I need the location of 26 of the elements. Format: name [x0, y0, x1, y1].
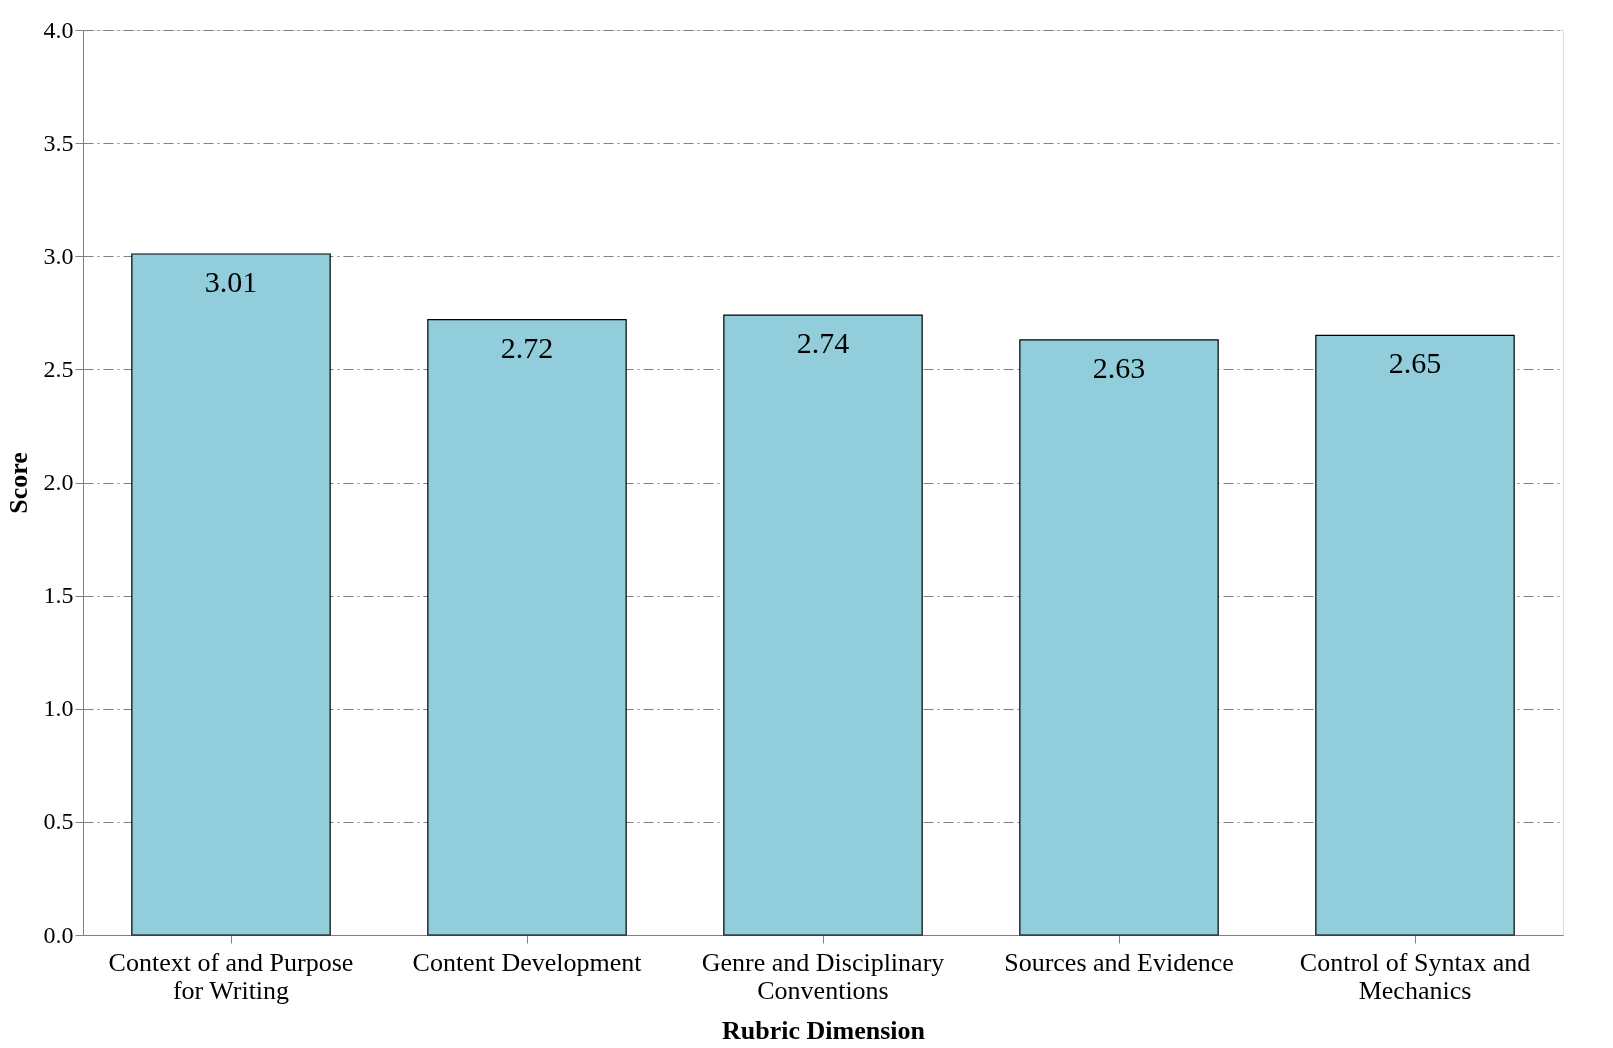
- bar: [723, 314, 923, 936]
- bar: [131, 253, 331, 936]
- y-tick-label: 0.5: [43, 808, 74, 835]
- y-tick-label: 3.0: [43, 242, 74, 269]
- x-tick-label: Control of Syntax and Mechanics: [1299, 947, 1531, 1005]
- data-label: 2.74: [796, 326, 850, 360]
- bar: [427, 319, 627, 936]
- bar: [1019, 339, 1219, 936]
- data-label: 2.63: [1092, 350, 1146, 384]
- bar: [1315, 334, 1515, 936]
- y-axis-title: Score: [3, 452, 33, 514]
- x-tick-label: Genre and Disciplinary Conventions: [701, 947, 945, 1005]
- x-axis-title: Rubric Dimension: [722, 1015, 926, 1045]
- y-tick-label: 1.5: [43, 582, 74, 609]
- x-tick-label: Sources and Evidence: [1004, 947, 1234, 977]
- data-label: 2.72: [500, 330, 554, 364]
- y-tick-label: 1.0: [43, 695, 74, 722]
- x-tick-label: Content Development: [412, 947, 643, 977]
- y-tick-label: 2.0: [43, 469, 74, 495]
- y-tick-label: 2.5: [43, 355, 74, 382]
- y-tick-label: 0.0: [43, 921, 74, 948]
- data-label: 2.65: [1388, 346, 1442, 380]
- data-label: 3.01: [204, 264, 258, 298]
- x-tick-label: Context of and Purpose for Writing: [108, 947, 354, 1005]
- y-tick-label: 4.0: [43, 16, 74, 43]
- y-tick-label: 3.5: [43, 129, 74, 156]
